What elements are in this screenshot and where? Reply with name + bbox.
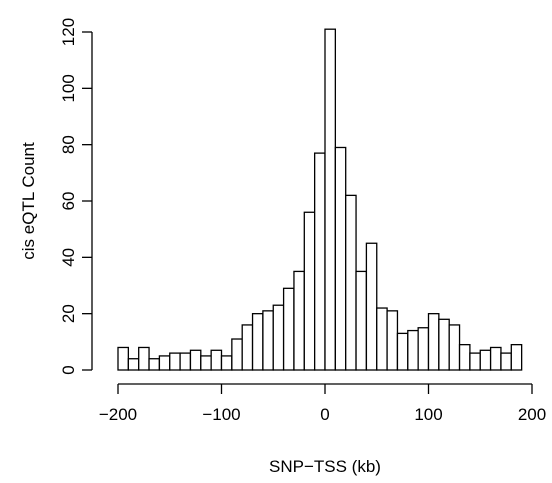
histogram-bar — [489, 346, 502, 371]
histogram-bar — [469, 352, 481, 371]
y-tick-label: 40 — [59, 248, 78, 267]
y-tick-label: 60 — [59, 192, 78, 211]
histogram-bar — [345, 194, 357, 371]
histogram-bar — [231, 338, 243, 371]
histogram-bar — [355, 270, 368, 371]
histogram-bar — [365, 242, 378, 371]
y-axis: 0 20 40 60 80 100 120 — [59, 18, 93, 375]
y-tick-label: 120 — [59, 18, 78, 46]
x-axis: −200 −100 0 100 200 — [99, 383, 546, 424]
histogram-bar — [510, 343, 523, 371]
histogram-bar — [324, 28, 337, 371]
x-tick-label: −100 — [202, 405, 240, 424]
histogram-bar — [251, 313, 264, 371]
histogram-bar — [376, 307, 388, 371]
histogram-bar — [438, 318, 450, 371]
histogram-bars — [117, 28, 523, 371]
histogram-bar — [241, 324, 254, 371]
x-tick-label: −200 — [99, 405, 137, 424]
histogram-bar — [200, 355, 212, 371]
histogram-bar — [127, 358, 140, 371]
histogram-bar — [479, 349, 492, 371]
histogram-bar — [272, 304, 285, 371]
histogram-bar — [210, 349, 223, 371]
y-axis-title: cis eQTL Count — [19, 142, 38, 260]
histogram-bar — [458, 343, 471, 371]
histogram-bar — [158, 355, 171, 371]
x-tick-label: 100 — [414, 405, 442, 424]
histogram-bar — [117, 346, 129, 371]
histogram-bar — [500, 352, 512, 371]
histogram-bar — [417, 327, 430, 371]
histogram-bar — [220, 355, 233, 371]
histogram-bar — [169, 352, 181, 371]
y-tick-label: 80 — [59, 135, 78, 154]
histogram-bar — [138, 346, 150, 371]
x-tick-label: 200 — [518, 405, 546, 424]
histogram-bar — [282, 287, 295, 371]
histogram-bar — [189, 349, 202, 371]
histogram-bar — [293, 270, 305, 371]
histogram-bar — [334, 146, 347, 371]
histogram-bar — [179, 352, 192, 371]
x-axis-title: SNP−TSS (kb) — [269, 457, 381, 476]
y-tick-label: 100 — [59, 74, 78, 102]
histogram-bar — [303, 211, 316, 371]
y-tick-label: 0 — [59, 365, 78, 374]
histogram-bar — [396, 332, 409, 371]
histogram-bar — [407, 329, 419, 371]
histogram-bar — [148, 358, 161, 371]
x-tick-label: 0 — [320, 405, 329, 424]
y-tick-label: 20 — [59, 304, 78, 323]
histogram-bar — [313, 152, 326, 371]
histogram-bar — [386, 310, 399, 371]
histogram-bar — [262, 310, 274, 371]
histogram-bar — [448, 324, 461, 371]
histogram-bar — [427, 313, 440, 371]
